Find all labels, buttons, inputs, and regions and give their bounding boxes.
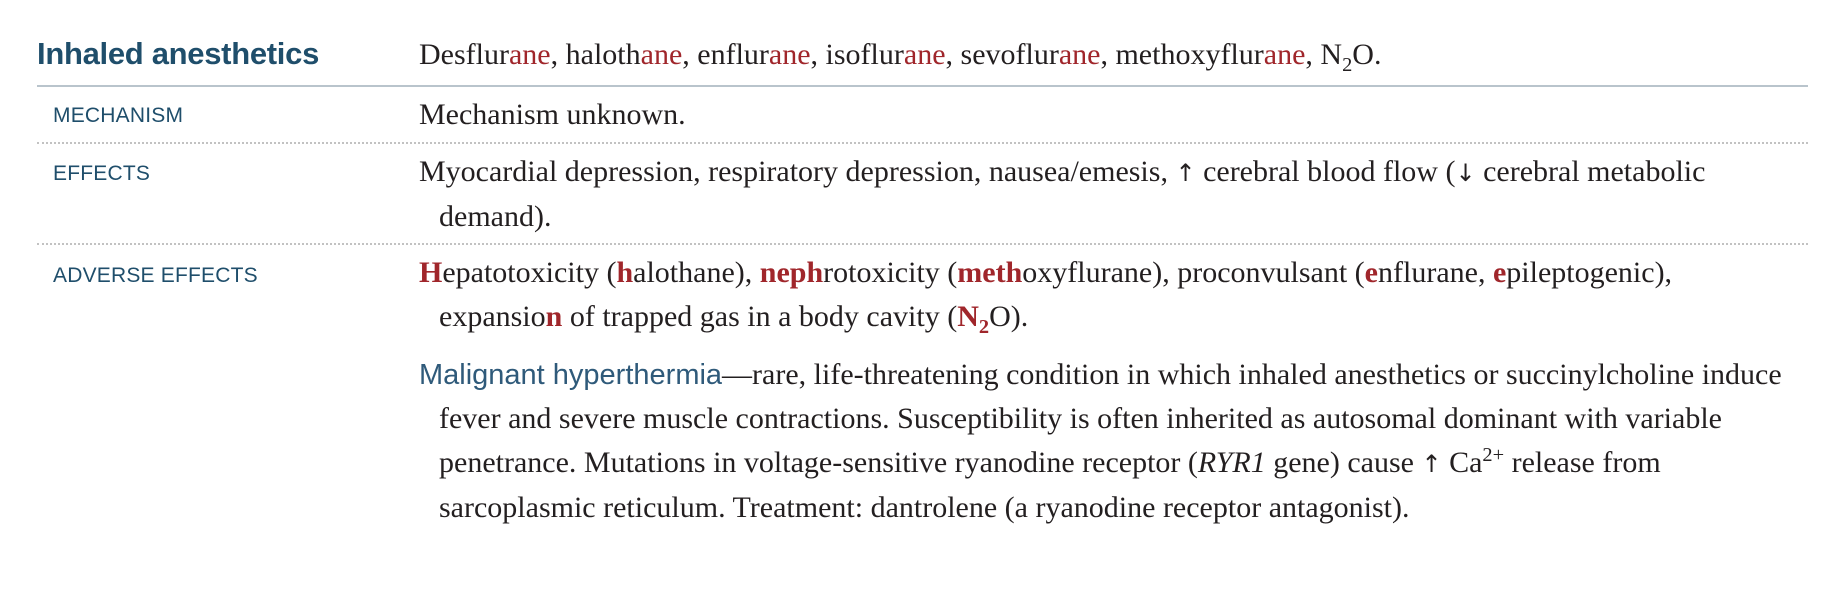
mechanism-content: Mechanism unknown. xyxy=(419,93,1799,137)
separator: , xyxy=(1305,38,1321,71)
drug-stem: methoxyflur xyxy=(1115,38,1264,71)
drug-enflurane: enflurane xyxy=(697,38,810,71)
drug-methoxyflurane: methoxyflurane xyxy=(1115,38,1305,71)
arrow-down-icon: ↓ xyxy=(1455,159,1476,187)
drug-halothane: halothane xyxy=(566,38,683,71)
gene-name: RYR1 xyxy=(1197,446,1266,479)
mnemonic-highlight: neph xyxy=(759,256,824,289)
drug-suffix-highlight: ane xyxy=(508,38,551,71)
drug-stem: sevoflur xyxy=(960,38,1059,71)
title-divider xyxy=(37,85,1808,87)
mechanism-label: MECHANISM xyxy=(53,104,184,127)
text-part: oxyflurane), proconvulsant ( xyxy=(1022,256,1365,289)
adverse-effects-content: Hepatotoxicity (halothane), nephrotoxici… xyxy=(419,251,1799,530)
text-part: gene) cause xyxy=(1265,446,1422,479)
text-part: alothane), xyxy=(633,256,760,289)
arrow-up-icon: ↑ xyxy=(1421,450,1442,478)
formula-subscript: 2 xyxy=(1342,54,1353,76)
drug-suffix-highlight: ane xyxy=(640,38,683,71)
text-part: nflurane, xyxy=(1378,256,1493,289)
malignant-hyperthermia-term: Malignant hyperthermia xyxy=(419,359,723,391)
text-part: rotoxicity ( xyxy=(823,256,958,289)
drug-nitrous-oxide: N2O. xyxy=(1320,38,1382,75)
adverse-effects-text: Hepatotoxicity (halothane), nephrotoxici… xyxy=(419,251,1799,339)
drug-sevoflurane: sevoflurane xyxy=(961,38,1101,71)
adverse-effects-label: ADVERSE EFFECTS xyxy=(53,264,258,287)
text-part: epatotoxicity ( xyxy=(442,256,617,289)
drug-list: Desflurane, halothane, enflurane, isoflu… xyxy=(419,38,1382,75)
drug-stem: Desflur xyxy=(419,38,509,71)
mnemonic-highlight: N xyxy=(957,300,979,333)
mnemonic-highlight: e xyxy=(1364,256,1378,289)
mnemonic-highlight: meth xyxy=(957,256,1023,289)
mnemonic-highlight: e xyxy=(1492,256,1507,289)
ion-charge-superscript: 2+ xyxy=(1482,444,1505,466)
text-part: release from sarcoplasmic reticulum. Tre… xyxy=(439,446,1661,524)
formula-o: O. xyxy=(1352,38,1382,71)
drug-suffix-highlight: ane xyxy=(903,38,946,71)
effects-text-part: Myocardial depression, respiratory depre… xyxy=(419,155,1176,188)
text-part: —rare, life-threatening condition in whi… xyxy=(439,358,1782,479)
separator: , xyxy=(550,38,566,71)
malignant-hyperthermia-text: Malignant hyperthermia—rare, life-threat… xyxy=(419,353,1799,530)
arrow-up-icon: ↑ xyxy=(1175,159,1196,187)
row-divider xyxy=(37,142,1808,144)
drug-isoflurane: isoflurane xyxy=(826,38,946,71)
effects-label: EFFECTS xyxy=(53,162,151,185)
effects-text-part: cerebral blood flow ( xyxy=(1195,155,1456,188)
section-title: Inhaled anesthetics xyxy=(37,36,320,71)
separator: , xyxy=(1100,38,1116,71)
drug-suffix-highlight: ane xyxy=(768,38,811,71)
formula-subscript: 2 xyxy=(978,316,990,338)
separator: , xyxy=(945,38,961,71)
effects-content: Myocardial depression, respiratory depre… xyxy=(419,150,1799,239)
drug-desflurane: Desflurane xyxy=(419,38,551,71)
drug-suffix-highlight: ane xyxy=(1263,38,1306,71)
drug-stem: isoflur xyxy=(825,38,904,71)
effects-text: Myocardial depression, respiratory depre… xyxy=(419,150,1799,239)
row-divider xyxy=(37,243,1808,245)
drug-stem: haloth xyxy=(565,38,641,71)
mnemonic-highlight: h xyxy=(616,256,634,289)
separator: , xyxy=(682,38,698,71)
effects-text-part: cerebral metabolic demand). xyxy=(439,155,1706,233)
text-part: Ca xyxy=(1441,446,1483,479)
text-part: of trapped gas in a body cavity ( xyxy=(562,300,958,333)
mnemonic-highlight: n xyxy=(545,300,563,333)
formula-n: N xyxy=(1320,38,1343,71)
drug-stem: enflur xyxy=(697,38,769,71)
mnemonic-highlight: H xyxy=(419,256,443,289)
mechanism-text: Mechanism unknown. xyxy=(419,98,686,131)
drug-suffix-highlight: ane xyxy=(1058,38,1101,71)
separator: , xyxy=(810,38,826,71)
text-part: O). xyxy=(989,300,1029,333)
text-part: pileptogenic), expansio xyxy=(439,256,1673,333)
